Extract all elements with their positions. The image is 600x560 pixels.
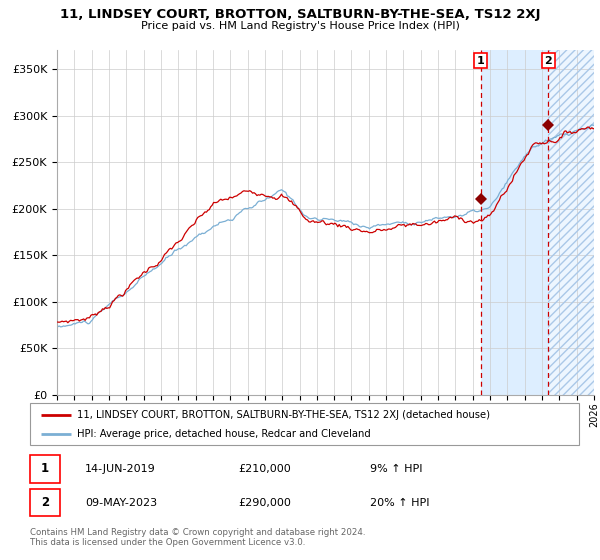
Text: 11, LINDSEY COURT, BROTTON, SALTBURN-BY-THE-SEA, TS12 2XJ: 11, LINDSEY COURT, BROTTON, SALTBURN-BY-… <box>60 8 540 21</box>
Text: 11, LINDSEY COURT, BROTTON, SALTBURN-BY-THE-SEA, TS12 2XJ (detached house): 11, LINDSEY COURT, BROTTON, SALTBURN-BY-… <box>77 410 490 420</box>
Text: 09-MAY-2023: 09-MAY-2023 <box>85 498 157 507</box>
Text: Price paid vs. HM Land Registry's House Price Index (HPI): Price paid vs. HM Land Registry's House … <box>140 21 460 31</box>
Text: 9% ↑ HPI: 9% ↑ HPI <box>370 464 423 474</box>
Text: 1: 1 <box>41 463 49 475</box>
Bar <box>481 50 548 395</box>
Bar <box>30 489 60 516</box>
Bar <box>548 50 594 395</box>
Bar <box>30 455 60 483</box>
Text: 20% ↑ HPI: 20% ↑ HPI <box>370 498 430 507</box>
Text: 14-JUN-2019: 14-JUN-2019 <box>85 464 155 474</box>
Text: 1: 1 <box>476 55 484 66</box>
Bar <box>548 50 594 395</box>
Text: 2: 2 <box>41 496 49 509</box>
Text: Contains HM Land Registry data © Crown copyright and database right 2024.
This d: Contains HM Land Registry data © Crown c… <box>30 528 365 547</box>
Text: £210,000: £210,000 <box>239 464 292 474</box>
Text: 2: 2 <box>545 55 553 66</box>
Text: HPI: Average price, detached house, Redcar and Cleveland: HPI: Average price, detached house, Redc… <box>77 430 370 439</box>
Text: £290,000: £290,000 <box>239 498 292 507</box>
